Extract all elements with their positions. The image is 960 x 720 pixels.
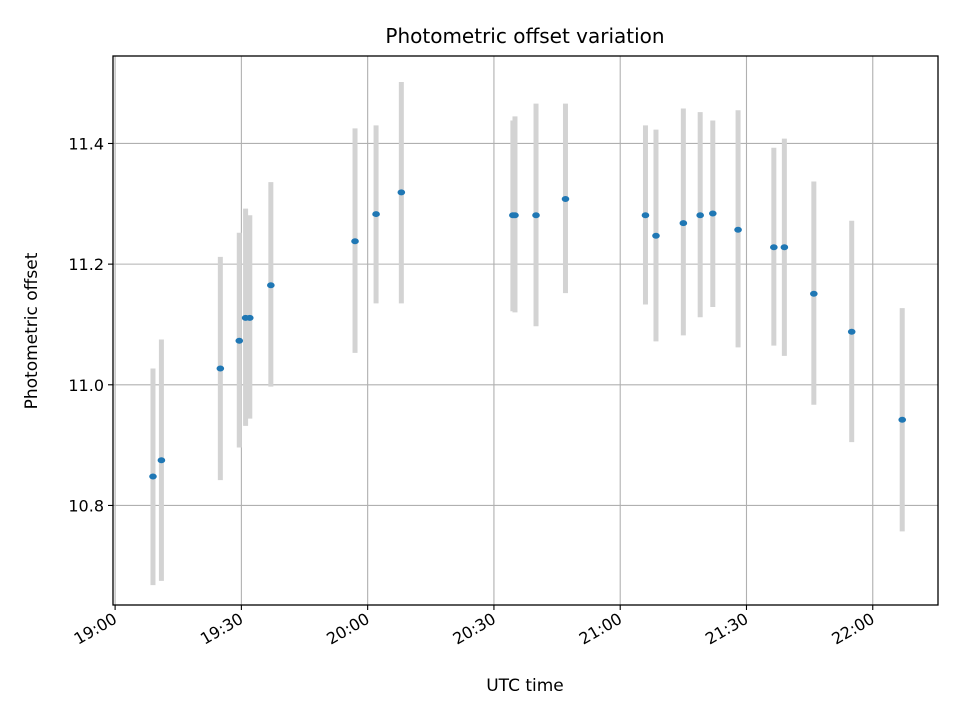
data-point: [245, 314, 254, 321]
data-point: [898, 416, 907, 423]
data-point: [157, 457, 166, 464]
y-tick-label: 11.0: [68, 376, 104, 395]
y-tick-label: 10.8: [68, 496, 104, 515]
x-axis-label: UTC time: [486, 676, 564, 696]
data-point: [641, 212, 650, 219]
y-tick-label: 11.4: [68, 134, 104, 153]
chart-title: Photometric offset variation: [385, 24, 664, 48]
data-point: [696, 212, 704, 219]
data-point: [679, 220, 688, 227]
data-point: [561, 195, 570, 202]
y-tick-label: 11.2: [68, 255, 104, 274]
data-point: [372, 211, 380, 218]
data-point: [351, 238, 359, 245]
data-point: [847, 328, 856, 335]
point-layer: [149, 189, 907, 480]
data-point: [780, 244, 789, 251]
y-axis-label: Photometric offset: [22, 252, 42, 409]
data-point: [709, 210, 717, 217]
data-point: [532, 212, 540, 219]
data-point: [235, 337, 244, 344]
data-point: [149, 473, 157, 480]
data-point: [511, 212, 519, 219]
data-point: [810, 290, 818, 297]
data-point: [397, 189, 406, 196]
data-point: [216, 365, 225, 372]
data-point: [734, 226, 742, 233]
data-point: [652, 232, 660, 239]
plot-frame: [112, 55, 939, 606]
data-point: [267, 282, 275, 289]
data-point: [770, 244, 778, 251]
